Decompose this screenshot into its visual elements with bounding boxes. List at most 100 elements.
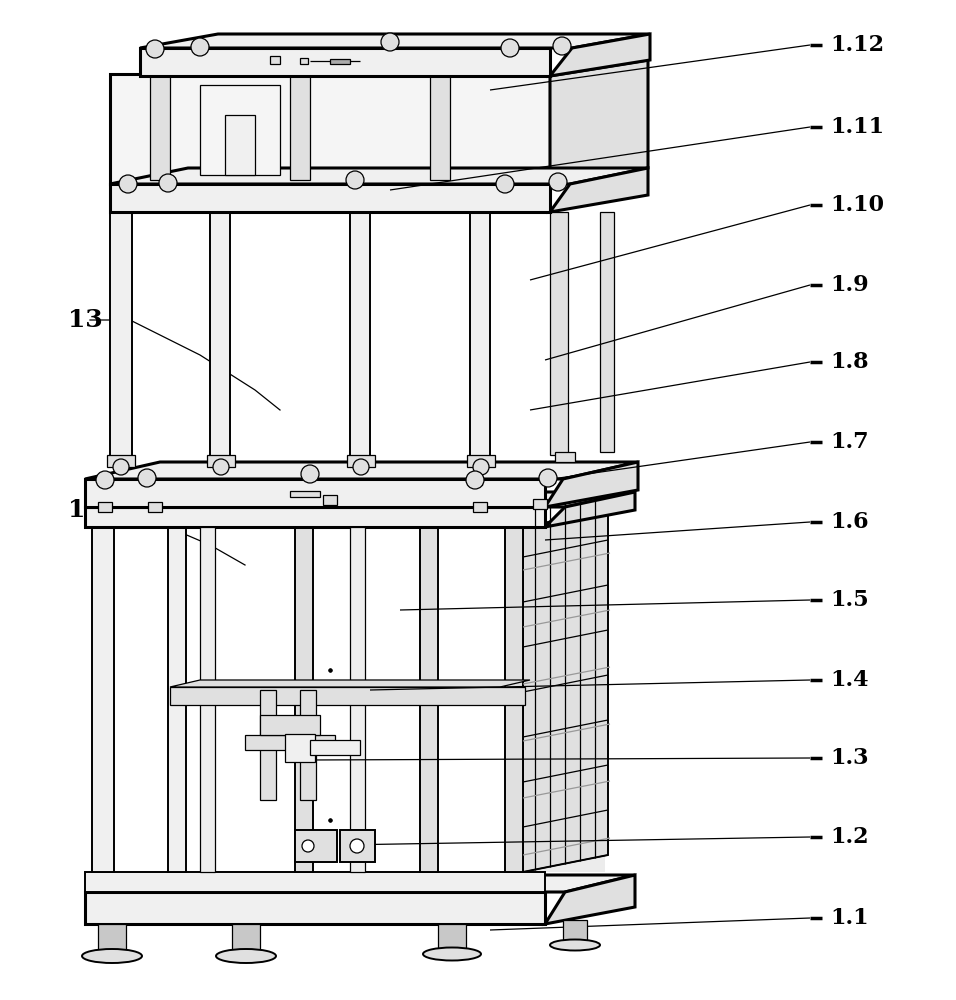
Circle shape — [301, 465, 319, 483]
Bar — [85, 872, 545, 892]
Bar — [310, 740, 360, 755]
Bar — [541, 473, 555, 483]
Text: 1.6: 1.6 — [830, 511, 869, 533]
Bar — [98, 924, 126, 952]
Text: 1.2: 1.2 — [830, 826, 869, 848]
Bar — [295, 527, 313, 872]
Bar — [420, 527, 438, 872]
Bar — [207, 455, 235, 467]
Ellipse shape — [550, 940, 600, 950]
Bar — [225, 115, 255, 175]
Circle shape — [302, 840, 314, 852]
Bar — [550, 212, 568, 455]
Circle shape — [473, 459, 489, 475]
Bar — [290, 491, 320, 497]
Circle shape — [346, 171, 364, 189]
Bar — [523, 527, 605, 872]
Bar — [340, 830, 375, 862]
Bar — [110, 74, 550, 184]
Bar — [98, 475, 112, 485]
Ellipse shape — [423, 948, 481, 960]
Bar — [300, 58, 308, 64]
Bar — [347, 455, 375, 467]
Bar — [600, 212, 614, 452]
Text: 1.12: 1.12 — [830, 34, 884, 56]
Text: 1.10: 1.10 — [830, 194, 884, 216]
Bar — [85, 892, 545, 924]
Bar — [470, 212, 490, 462]
Bar — [110, 212, 132, 462]
Ellipse shape — [216, 949, 276, 963]
Circle shape — [113, 459, 129, 475]
Text: 1.1: 1.1 — [830, 907, 869, 929]
Bar — [245, 735, 335, 750]
Polygon shape — [550, 34, 650, 76]
Bar — [533, 499, 547, 509]
Bar — [468, 475, 482, 485]
Bar — [555, 452, 575, 462]
Bar — [303, 469, 317, 479]
Polygon shape — [85, 492, 635, 507]
Bar — [170, 687, 525, 705]
Text: 1.3: 1.3 — [830, 747, 868, 769]
Circle shape — [501, 39, 519, 57]
Bar — [110, 184, 550, 212]
Circle shape — [381, 33, 399, 51]
Polygon shape — [545, 492, 635, 527]
Bar — [98, 502, 112, 512]
Bar — [295, 830, 337, 862]
Bar — [140, 48, 550, 76]
Polygon shape — [550, 168, 648, 212]
Circle shape — [466, 471, 484, 489]
Bar — [270, 56, 280, 64]
Circle shape — [213, 459, 229, 475]
Circle shape — [119, 175, 137, 193]
Bar — [467, 455, 495, 467]
Bar — [232, 924, 260, 952]
Circle shape — [159, 174, 177, 192]
Bar — [210, 212, 230, 462]
Bar — [92, 527, 114, 872]
Bar — [438, 924, 466, 950]
Polygon shape — [545, 462, 638, 507]
Circle shape — [191, 38, 209, 56]
Bar — [148, 502, 162, 512]
Bar — [290, 74, 310, 180]
Circle shape — [353, 459, 369, 475]
Bar — [430, 74, 450, 180]
Text: 1.7: 1.7 — [830, 431, 869, 453]
Bar — [285, 734, 315, 762]
Circle shape — [539, 469, 557, 487]
Circle shape — [549, 173, 567, 191]
Text: 14: 14 — [68, 498, 102, 522]
Bar — [473, 502, 487, 512]
Polygon shape — [110, 168, 648, 184]
Circle shape — [146, 40, 164, 58]
Circle shape — [138, 469, 156, 487]
Polygon shape — [170, 680, 530, 687]
Polygon shape — [85, 462, 638, 479]
Text: 1.5: 1.5 — [830, 589, 869, 611]
Bar — [200, 85, 280, 175]
Polygon shape — [550, 60, 648, 184]
Polygon shape — [85, 875, 635, 892]
Bar — [350, 212, 370, 462]
Polygon shape — [140, 34, 650, 48]
Text: 1.4: 1.4 — [830, 669, 868, 691]
Text: 13: 13 — [68, 308, 102, 332]
Circle shape — [96, 471, 114, 489]
Circle shape — [496, 175, 514, 193]
Bar — [505, 527, 523, 872]
Bar — [150, 74, 170, 180]
Bar — [563, 920, 587, 942]
Bar — [85, 479, 545, 507]
Bar — [140, 473, 154, 483]
Circle shape — [350, 839, 364, 853]
Bar — [260, 715, 320, 735]
Bar — [200, 527, 215, 872]
Ellipse shape — [82, 949, 142, 963]
Polygon shape — [545, 875, 635, 924]
Polygon shape — [523, 510, 608, 872]
Bar — [107, 455, 135, 467]
Text: 1.11: 1.11 — [830, 116, 884, 138]
